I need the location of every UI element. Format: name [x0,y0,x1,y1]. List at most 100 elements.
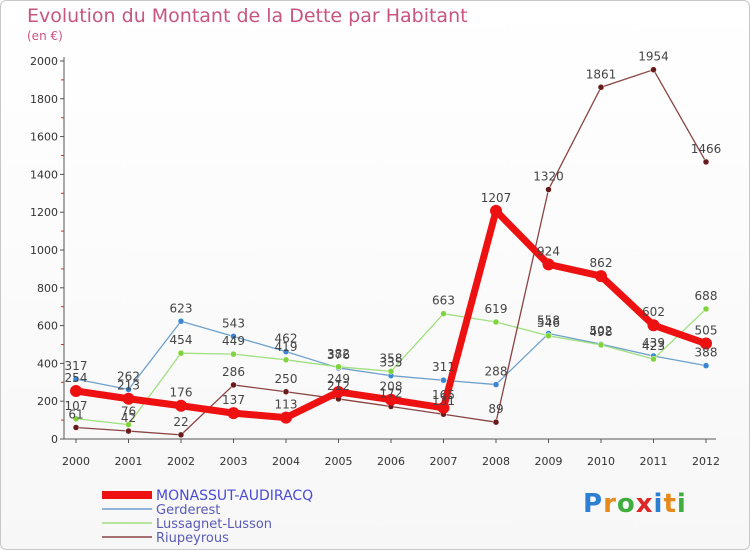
data-label: 449 [222,334,245,348]
data-point [282,356,290,364]
data-point [437,401,450,414]
data-point [595,270,607,283]
legend-label: MONASSUT-AUDIRACQ [156,488,313,504]
data-point [72,415,80,423]
data-label: 131 [432,394,455,408]
data-point [177,349,185,357]
data-label: 546 [537,316,560,330]
data-label: 388 [695,346,718,360]
data-point [492,418,500,426]
data-label: 924 [537,244,560,258]
data-label: 335 [380,356,403,370]
data-point [650,66,657,73]
x-tick-label: 2000 [62,455,90,468]
data-point [647,319,660,332]
data-label: 137 [222,393,245,407]
data-label: 176 [170,386,193,400]
data-point [492,381,500,388]
data-label: 172 [380,386,403,400]
data-label: 1861 [586,67,617,81]
data-point [702,305,710,313]
data-label: 1207 [481,191,512,205]
data-label: 262 [117,369,140,383]
data-label: 439 [642,336,665,350]
y-tick-label: 1600 [30,131,58,144]
data-label: 1320 [533,170,564,184]
x-tick-label: 2006 [377,455,405,468]
data-point [125,421,132,428]
data-label: 623 [170,301,193,315]
data-point [282,388,290,395]
data-label: 462 [275,332,298,346]
data-point [702,362,710,369]
data-label: 423 [642,339,665,353]
data-label: 1466 [691,142,722,156]
data-label: 358 [380,351,403,365]
proxiti-logo: Proxiti [583,489,687,519]
data-point [177,318,185,325]
y-tick-label: 1800 [30,93,58,106]
y-tick-label: 2000 [30,55,58,68]
data-point [72,375,80,383]
data-label: 42 [121,411,136,425]
data-label: 61 [68,407,83,421]
y-tick-label: 600 [37,320,58,333]
data-point [545,186,552,193]
y-tick-label: 1000 [30,244,58,257]
data-label: 254 [65,371,88,385]
data-point [542,258,555,271]
data-point [702,158,710,166]
y-tick-label: 400 [37,357,58,370]
data-label: 165 [432,388,455,402]
y-tick-label: 1200 [30,206,58,219]
data-label: 454 [170,333,193,347]
data-label: 208 [380,380,403,394]
y-tick-label: 0 [51,433,58,446]
data-point [230,350,237,358]
x-tick-label: 2008 [482,455,510,468]
x-tick-label: 2007 [430,455,458,468]
data-label: 76 [121,405,136,419]
data-label: 107 [65,399,88,413]
data-label: 543 [222,316,245,330]
y-tick-label: 200 [37,395,58,408]
chart-title: Evolution du Montant de la Dette par Hab… [27,5,468,27]
data-point [700,337,712,350]
legend-label: Lussagnet-Lusson [156,517,272,532]
data-label: 311 [432,360,455,374]
y-tick-label: 800 [37,282,58,295]
data-label: 212 [327,379,350,393]
data-point [230,333,237,340]
data-point [385,393,397,406]
data-label: 286 [222,365,245,379]
data-label: 317 [65,359,88,373]
data-point [230,381,237,389]
x-tick-label: 2001 [115,455,143,468]
data-label: 249 [327,372,350,386]
data-label: 602 [642,305,665,319]
data-point [440,310,447,317]
data-point [335,363,342,371]
data-point [177,431,185,439]
data-label: 288 [485,365,508,379]
data-label: 502 [590,324,613,338]
data-point [545,332,552,340]
data-point [227,407,240,420]
data-label: 619 [485,302,508,316]
x-tick-label: 2005 [325,455,353,468]
data-label: 382 [327,347,350,361]
data-point [387,368,395,375]
data-label: 113 [275,398,298,412]
data-label: 505 [695,324,718,338]
data-label: 376 [327,348,350,362]
data-point [492,318,500,326]
data-label: 213 [117,379,140,393]
data-label: 498 [590,325,613,339]
data-label: 89 [488,402,503,416]
x-tick-label: 2004 [272,455,300,468]
x-tick-label: 2009 [535,455,563,468]
y-tick-label: 1400 [30,168,58,181]
data-point [122,392,135,405]
